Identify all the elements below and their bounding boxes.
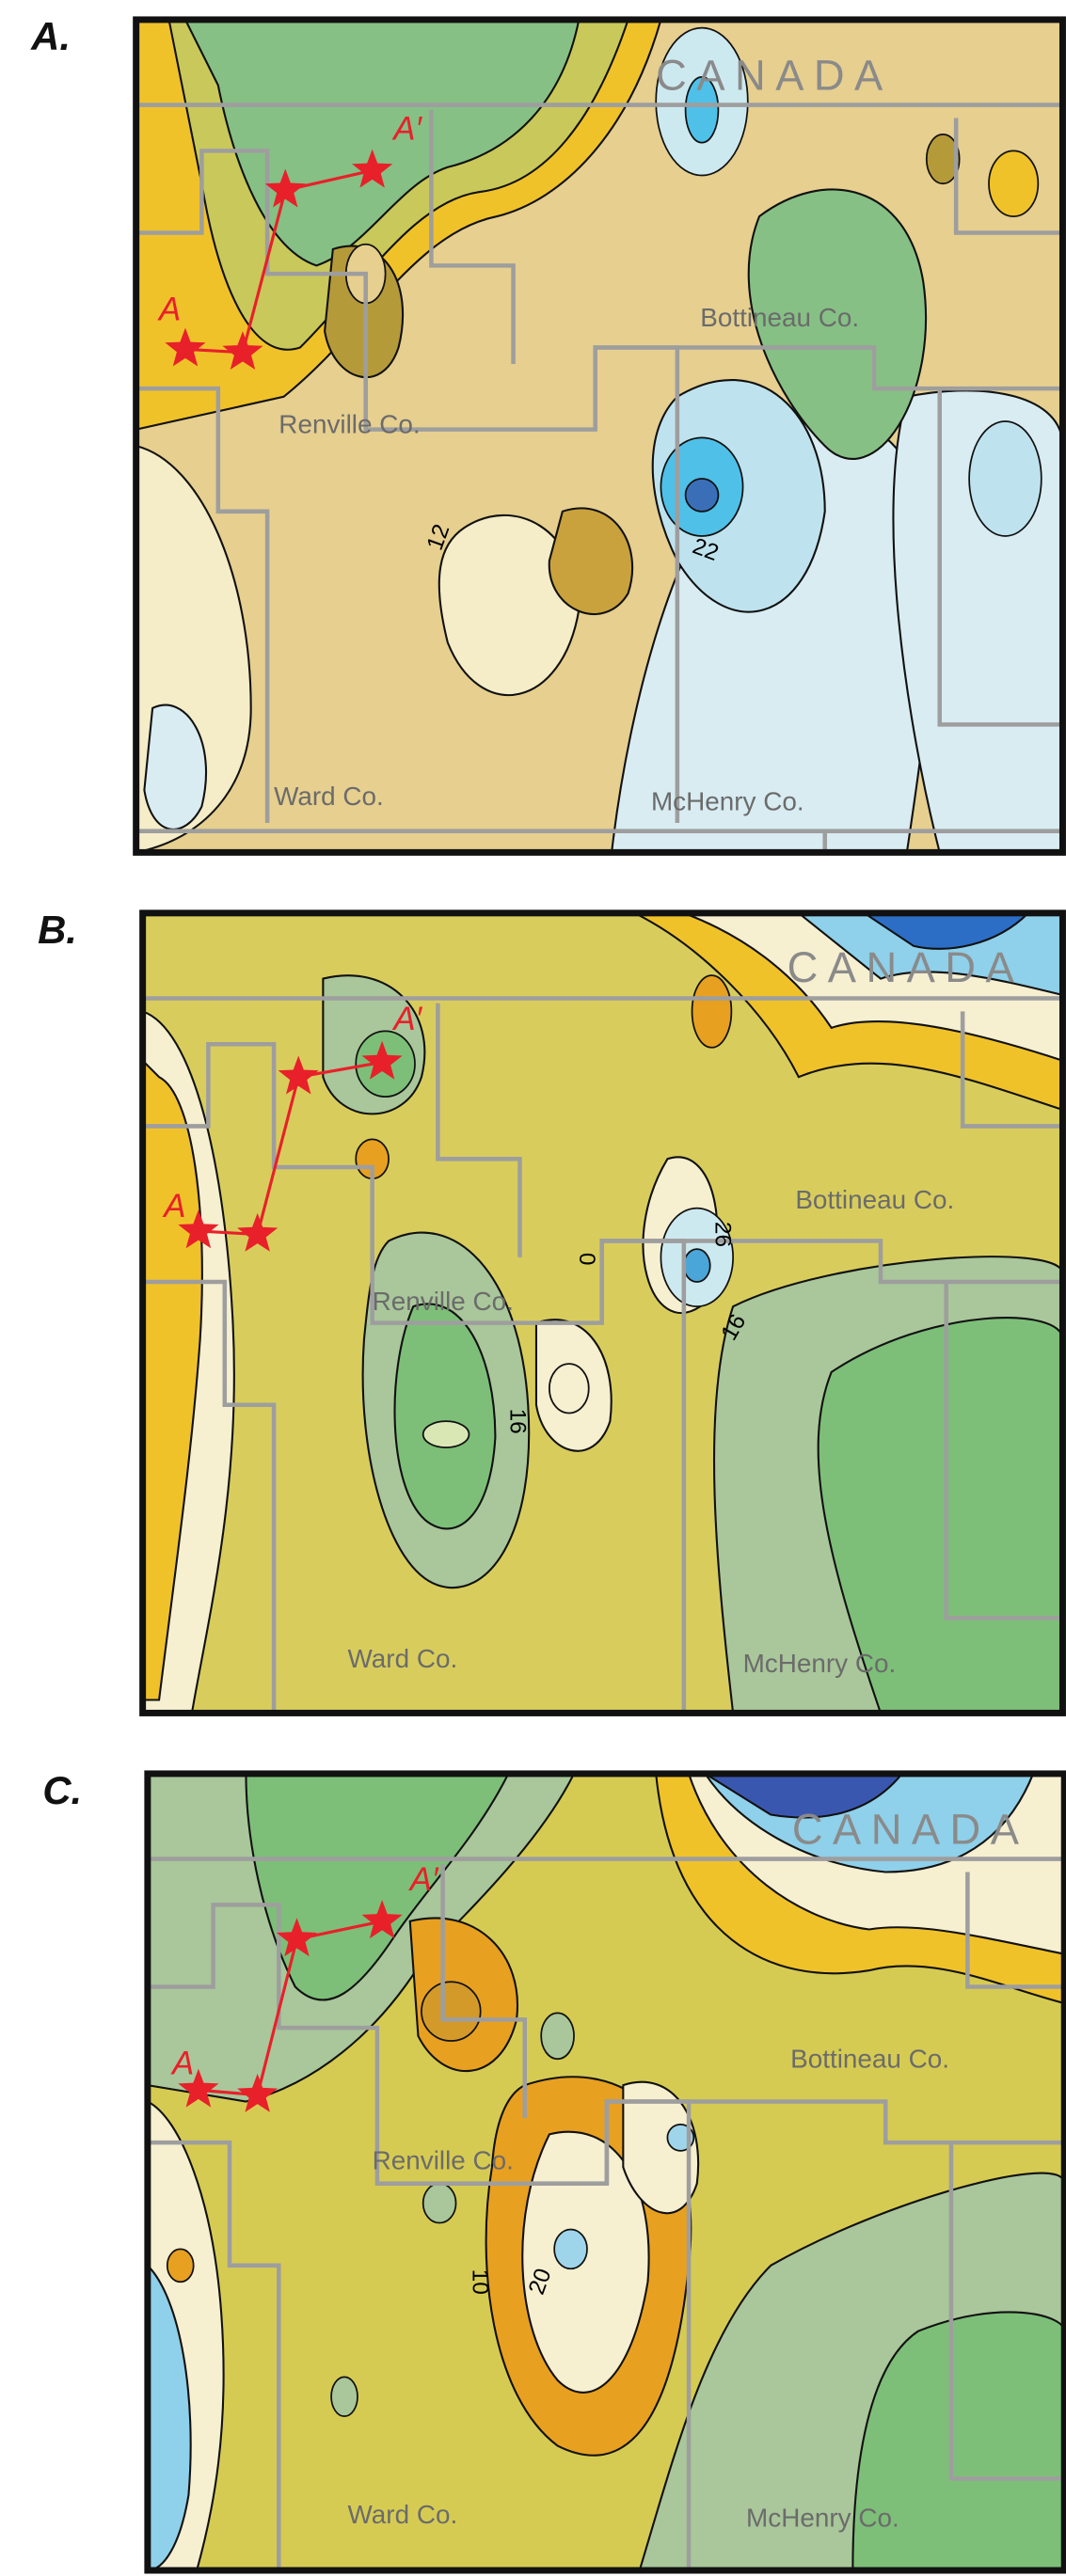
figure: A. CANADA Bottineau Co. Renville Co. Ward Co… bbox=[0, 0, 1066, 2576]
contour-zone bbox=[423, 2184, 456, 2223]
section-end-label: A′ bbox=[391, 111, 422, 148]
contour-zone bbox=[554, 2229, 587, 2268]
panel: C. CANADA Bottineau Co. Renville Co. Ward Co… bbox=[42, 1768, 1066, 2576]
county-label: Bottineau Co. bbox=[795, 1185, 954, 1214]
panel-label: B. bbox=[38, 908, 77, 952]
country-label: CANADA bbox=[792, 1806, 1029, 1854]
country-label: CANADA bbox=[656, 52, 893, 100]
county-label: Ward Co. bbox=[348, 1644, 458, 1673]
county-label: Ward Co. bbox=[348, 2500, 458, 2529]
contour-zone bbox=[969, 421, 1042, 536]
contour-zone bbox=[541, 2013, 574, 2059]
contour-label: 10 bbox=[468, 2269, 493, 2295]
contour-zone bbox=[331, 2377, 358, 2416]
contour-zone bbox=[684, 1249, 710, 1282]
panel: A. CANADA Bottineau Co. Renville Co. Ward Co… bbox=[30, 14, 1062, 852]
county-label: McHenry Co. bbox=[743, 1649, 897, 1678]
map: CANADA Bottineau Co. Renville Co. Ward Co. M… bbox=[136, 20, 1063, 852]
contour-label: 16 bbox=[505, 1409, 531, 1434]
county-label: McHenry Co. bbox=[746, 2503, 899, 2532]
section-end-label: A bbox=[157, 291, 181, 327]
panel-label: C. bbox=[42, 1768, 82, 1812]
contour-zone bbox=[686, 479, 719, 512]
section-end-label: A bbox=[170, 2045, 194, 2081]
map: CANADA Bottineau Co. Renville Co. Ward Co. M… bbox=[148, 1774, 1066, 2576]
contour-zone bbox=[167, 2249, 194, 2282]
county-label: McHenry Co. bbox=[651, 786, 804, 815]
contour-zone bbox=[422, 1982, 481, 2041]
contour-zone bbox=[692, 975, 732, 1048]
county-label: Renville Co. bbox=[373, 1287, 514, 1316]
panel: B. CANADA Bottineau Co. Renville Co. Ward Co… bbox=[38, 908, 1066, 1746]
county-label: Bottineau Co. bbox=[790, 2044, 949, 2073]
country-label: CANADA bbox=[788, 943, 1025, 991]
contour-label: 26 bbox=[709, 1222, 735, 1247]
map: CANADA Bottineau Co. Renville Co. Ward Co. M… bbox=[143, 913, 1066, 1746]
county-label: Ward Co. bbox=[274, 782, 384, 811]
panel-label: A. bbox=[30, 14, 71, 58]
section-end-label: A′ bbox=[408, 1861, 439, 1898]
contour-zone bbox=[423, 1421, 469, 1447]
contour-label: 0 bbox=[574, 1253, 599, 1266]
county-label: Renville Co. bbox=[278, 410, 420, 439]
section-end-label: A bbox=[162, 1188, 185, 1225]
county-label: Bottineau Co. bbox=[700, 303, 859, 332]
contour-zone bbox=[549, 1364, 589, 1413]
contour-zone bbox=[989, 150, 1038, 216]
section-end-label: A′ bbox=[391, 1001, 422, 1037]
county-label: Renville Co. bbox=[373, 2145, 514, 2174]
